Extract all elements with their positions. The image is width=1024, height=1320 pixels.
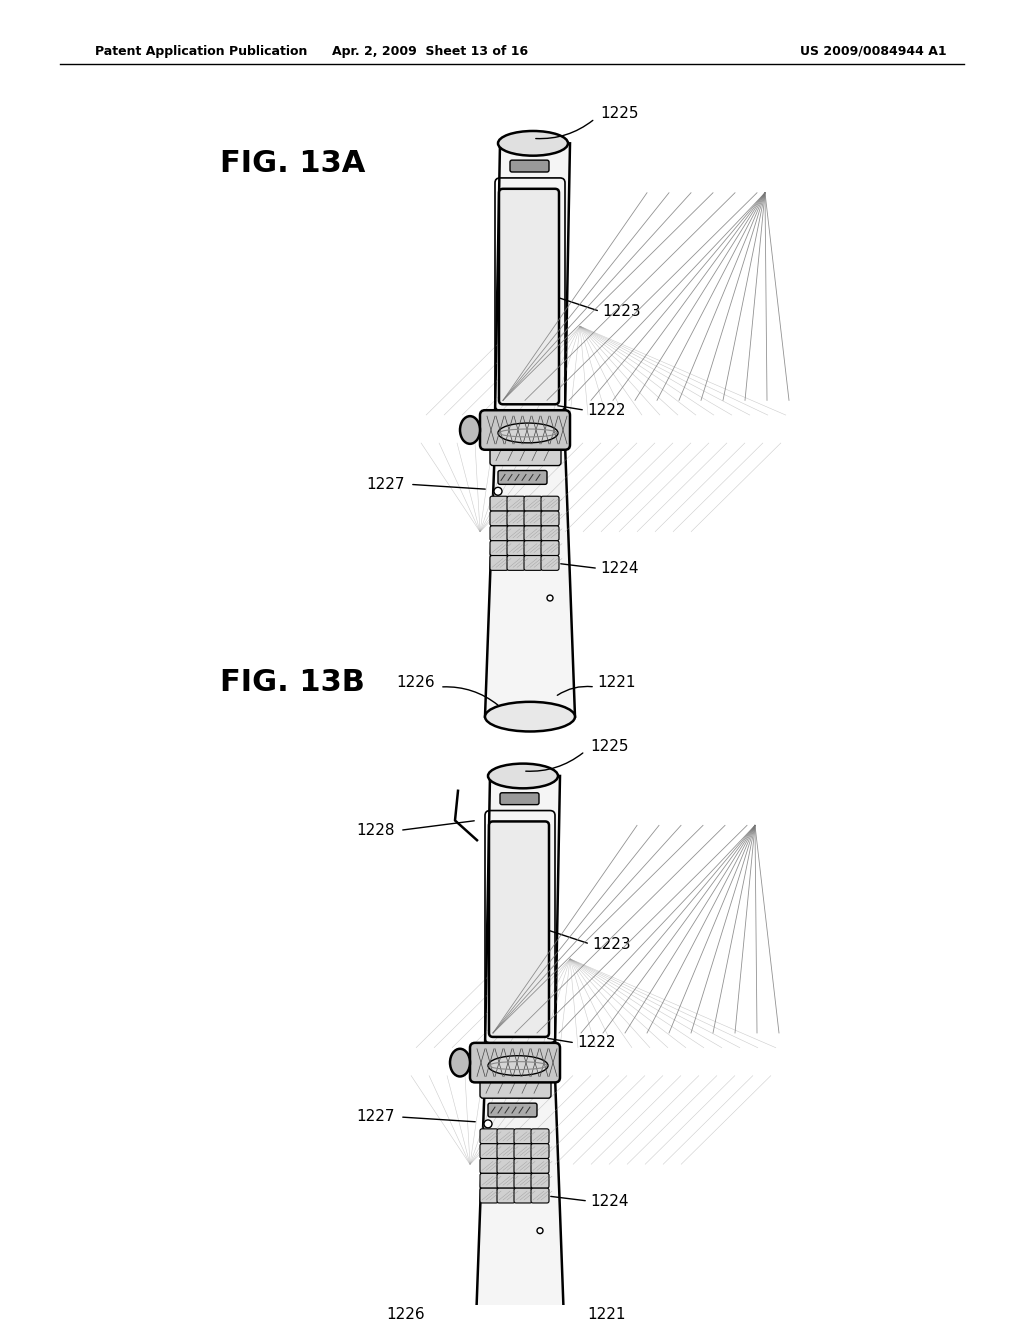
Text: 1226: 1226: [386, 1307, 425, 1320]
FancyBboxPatch shape: [490, 442, 561, 466]
Text: 1227: 1227: [356, 1110, 395, 1125]
FancyBboxPatch shape: [498, 470, 547, 484]
FancyBboxPatch shape: [497, 1159, 515, 1173]
Text: Apr. 2, 2009  Sheet 13 of 16: Apr. 2, 2009 Sheet 13 of 16: [332, 45, 528, 58]
FancyBboxPatch shape: [524, 556, 542, 570]
FancyBboxPatch shape: [497, 1143, 515, 1159]
FancyBboxPatch shape: [500, 793, 539, 805]
Text: 1221: 1221: [587, 1307, 626, 1320]
FancyBboxPatch shape: [514, 1143, 532, 1159]
FancyBboxPatch shape: [524, 541, 542, 556]
FancyBboxPatch shape: [541, 541, 559, 556]
Text: 1226: 1226: [396, 675, 435, 689]
FancyBboxPatch shape: [514, 1188, 532, 1203]
Ellipse shape: [460, 416, 480, 444]
FancyBboxPatch shape: [524, 496, 542, 511]
FancyBboxPatch shape: [531, 1129, 549, 1143]
FancyBboxPatch shape: [497, 1129, 515, 1143]
Polygon shape: [495, 144, 570, 416]
FancyBboxPatch shape: [470, 1043, 560, 1082]
FancyBboxPatch shape: [490, 541, 508, 556]
FancyBboxPatch shape: [531, 1173, 549, 1188]
FancyBboxPatch shape: [480, 1159, 498, 1173]
Polygon shape: [485, 442, 575, 717]
Text: US 2009/0084944 A1: US 2009/0084944 A1: [800, 45, 946, 58]
Polygon shape: [485, 776, 560, 1048]
Text: 1223: 1223: [602, 304, 641, 319]
Text: 1223: 1223: [592, 936, 631, 952]
Ellipse shape: [485, 702, 575, 731]
Polygon shape: [475, 1076, 565, 1320]
Text: 1221: 1221: [597, 675, 636, 689]
FancyBboxPatch shape: [541, 556, 559, 570]
FancyBboxPatch shape: [480, 1143, 498, 1159]
Ellipse shape: [488, 763, 558, 788]
FancyBboxPatch shape: [480, 1188, 498, 1203]
Circle shape: [484, 1119, 492, 1127]
FancyBboxPatch shape: [531, 1143, 549, 1159]
Text: 1224: 1224: [600, 561, 639, 576]
Text: 1225: 1225: [600, 106, 639, 121]
FancyBboxPatch shape: [480, 1129, 498, 1143]
FancyBboxPatch shape: [514, 1173, 532, 1188]
FancyBboxPatch shape: [514, 1129, 532, 1143]
Circle shape: [494, 487, 502, 495]
FancyBboxPatch shape: [541, 496, 559, 511]
FancyBboxPatch shape: [499, 189, 559, 404]
Ellipse shape: [498, 424, 558, 442]
FancyBboxPatch shape: [497, 1173, 515, 1188]
Ellipse shape: [450, 1049, 470, 1077]
FancyBboxPatch shape: [490, 556, 508, 570]
FancyBboxPatch shape: [507, 556, 525, 570]
Text: 1228: 1228: [356, 822, 395, 838]
FancyBboxPatch shape: [524, 511, 542, 525]
Text: 1227: 1227: [367, 477, 406, 492]
FancyBboxPatch shape: [480, 411, 570, 450]
FancyBboxPatch shape: [510, 160, 549, 172]
FancyBboxPatch shape: [489, 821, 549, 1038]
FancyBboxPatch shape: [507, 525, 525, 541]
FancyBboxPatch shape: [541, 525, 559, 541]
Text: 1225: 1225: [590, 739, 629, 754]
FancyBboxPatch shape: [541, 511, 559, 525]
FancyBboxPatch shape: [490, 496, 508, 511]
Text: 1222: 1222: [577, 1035, 615, 1051]
Ellipse shape: [488, 1056, 548, 1076]
FancyBboxPatch shape: [514, 1159, 532, 1173]
Ellipse shape: [498, 131, 568, 156]
FancyBboxPatch shape: [531, 1159, 549, 1173]
Text: 1224: 1224: [590, 1193, 629, 1209]
FancyBboxPatch shape: [488, 1104, 537, 1117]
FancyBboxPatch shape: [507, 541, 525, 556]
Text: 1222: 1222: [587, 403, 626, 417]
FancyBboxPatch shape: [480, 1074, 551, 1098]
Circle shape: [547, 595, 553, 601]
Text: FIG. 13B: FIG. 13B: [220, 668, 365, 697]
FancyBboxPatch shape: [507, 496, 525, 511]
FancyBboxPatch shape: [497, 1188, 515, 1203]
FancyBboxPatch shape: [490, 525, 508, 541]
FancyBboxPatch shape: [490, 511, 508, 525]
Circle shape: [537, 1228, 543, 1234]
FancyBboxPatch shape: [507, 511, 525, 525]
FancyBboxPatch shape: [531, 1188, 549, 1203]
FancyBboxPatch shape: [480, 1173, 498, 1188]
Text: Patent Application Publication: Patent Application Publication: [95, 45, 307, 58]
Text: FIG. 13A: FIG. 13A: [220, 149, 366, 178]
FancyBboxPatch shape: [524, 525, 542, 541]
